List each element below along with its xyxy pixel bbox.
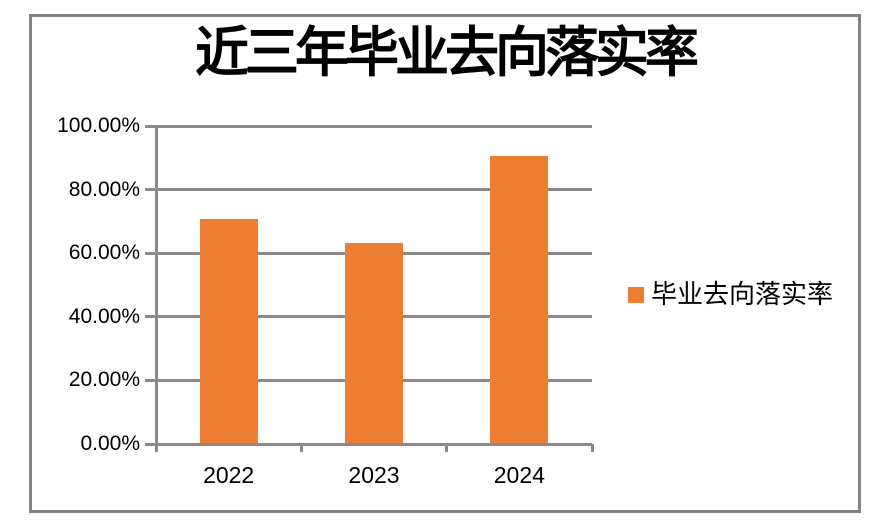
chart-frame bbox=[29, 14, 861, 513]
y-axis-line bbox=[155, 126, 158, 452]
y-axis-label: 0.00% bbox=[80, 432, 140, 455]
x-axis-label: 2024 bbox=[493, 462, 545, 488]
legend-label: 毕业去向落实率 bbox=[651, 280, 834, 310]
y-axis-tick bbox=[145, 188, 156, 192]
gridline bbox=[156, 188, 592, 192]
plot-area bbox=[145, 124, 594, 452]
y-axis-tick bbox=[145, 378, 156, 382]
y-axis-tick bbox=[145, 251, 156, 255]
x-axis-tick bbox=[445, 444, 449, 452]
x-axis-tick bbox=[154, 444, 158, 452]
y-axis-label: 100.00% bbox=[57, 114, 140, 137]
bar-2023 bbox=[345, 243, 403, 444]
y-axis-tick bbox=[145, 442, 156, 446]
x-axis-label: 2023 bbox=[348, 462, 400, 488]
x-axis-label: 2022 bbox=[203, 462, 255, 488]
y-axis-label: 20.00% bbox=[68, 368, 140, 392]
chart-title: 近三年毕业去向落实率 bbox=[195, 20, 699, 84]
bar-2022 bbox=[199, 219, 258, 444]
legend: 毕业去向落实率 bbox=[628, 280, 833, 310]
x-axis-tick bbox=[299, 444, 303, 452]
x-axis-line bbox=[156, 442, 592, 446]
y-axis-label: 40.00% bbox=[68, 304, 140, 328]
y-axis-tick bbox=[145, 315, 156, 319]
y-axis-label: 80.00% bbox=[68, 177, 140, 201]
y-axis-tick bbox=[145, 124, 156, 128]
gridline bbox=[156, 124, 592, 128]
bar-2024 bbox=[490, 156, 549, 444]
x-axis-tick bbox=[590, 444, 594, 452]
legend-swatch bbox=[628, 287, 644, 303]
y-axis-label: 60.00% bbox=[68, 241, 140, 265]
